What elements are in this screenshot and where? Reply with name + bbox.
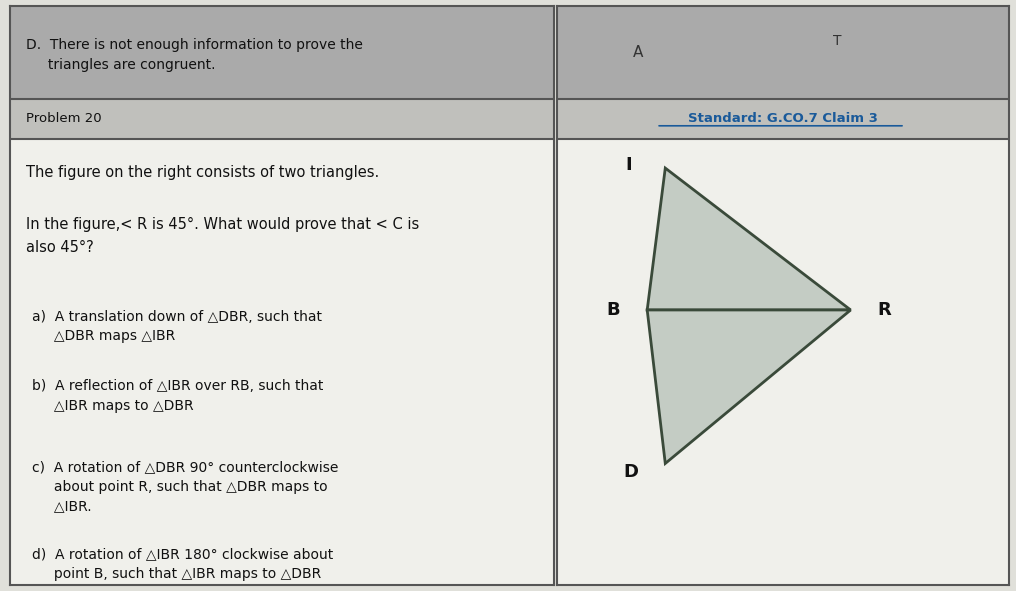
Text: R: R bbox=[878, 301, 891, 319]
Bar bbox=[10, 99, 554, 139]
Bar bbox=[10, 6, 554, 99]
Text: A: A bbox=[633, 45, 643, 60]
Text: T: T bbox=[833, 34, 841, 48]
Text: B: B bbox=[607, 301, 620, 319]
Bar bbox=[557, 6, 1009, 99]
Polygon shape bbox=[647, 168, 850, 310]
Text: c)  A rotation of △DBR 90° counterclockwise
     about point R, such that △DBR m: c) A rotation of △DBR 90° counterclockwi… bbox=[31, 460, 338, 514]
Text: In the figure,< R is 45°. What would prove that < C is
also 45°?: In the figure,< R is 45°. What would pro… bbox=[26, 217, 420, 255]
Text: I: I bbox=[626, 156, 632, 174]
Text: Problem 20: Problem 20 bbox=[26, 112, 102, 125]
Text: D.  There is not enough information to prove the
     triangles are congruent.: D. There is not enough information to pr… bbox=[26, 38, 364, 72]
Bar bbox=[557, 99, 1009, 139]
Polygon shape bbox=[647, 310, 850, 463]
Text: Standard: G.CO.7 Claim 3: Standard: G.CO.7 Claim 3 bbox=[688, 112, 878, 125]
Text: b)  A reflection of △IBR over RB, such that
     △IBR maps to △DBR: b) A reflection of △IBR over RB, such th… bbox=[31, 379, 323, 413]
Text: a)  A translation down of △DBR, such that
     △DBR maps △IBR: a) A translation down of △DBR, such that… bbox=[31, 310, 322, 343]
Text: The figure on the right consists of two triangles.: The figure on the right consists of two … bbox=[26, 165, 380, 180]
Text: d)  A rotation of △IBR 180° clockwise about
     point B, such that △IBR maps to: d) A rotation of △IBR 180° clockwise abo… bbox=[31, 547, 333, 581]
Text: D: D bbox=[624, 463, 639, 481]
